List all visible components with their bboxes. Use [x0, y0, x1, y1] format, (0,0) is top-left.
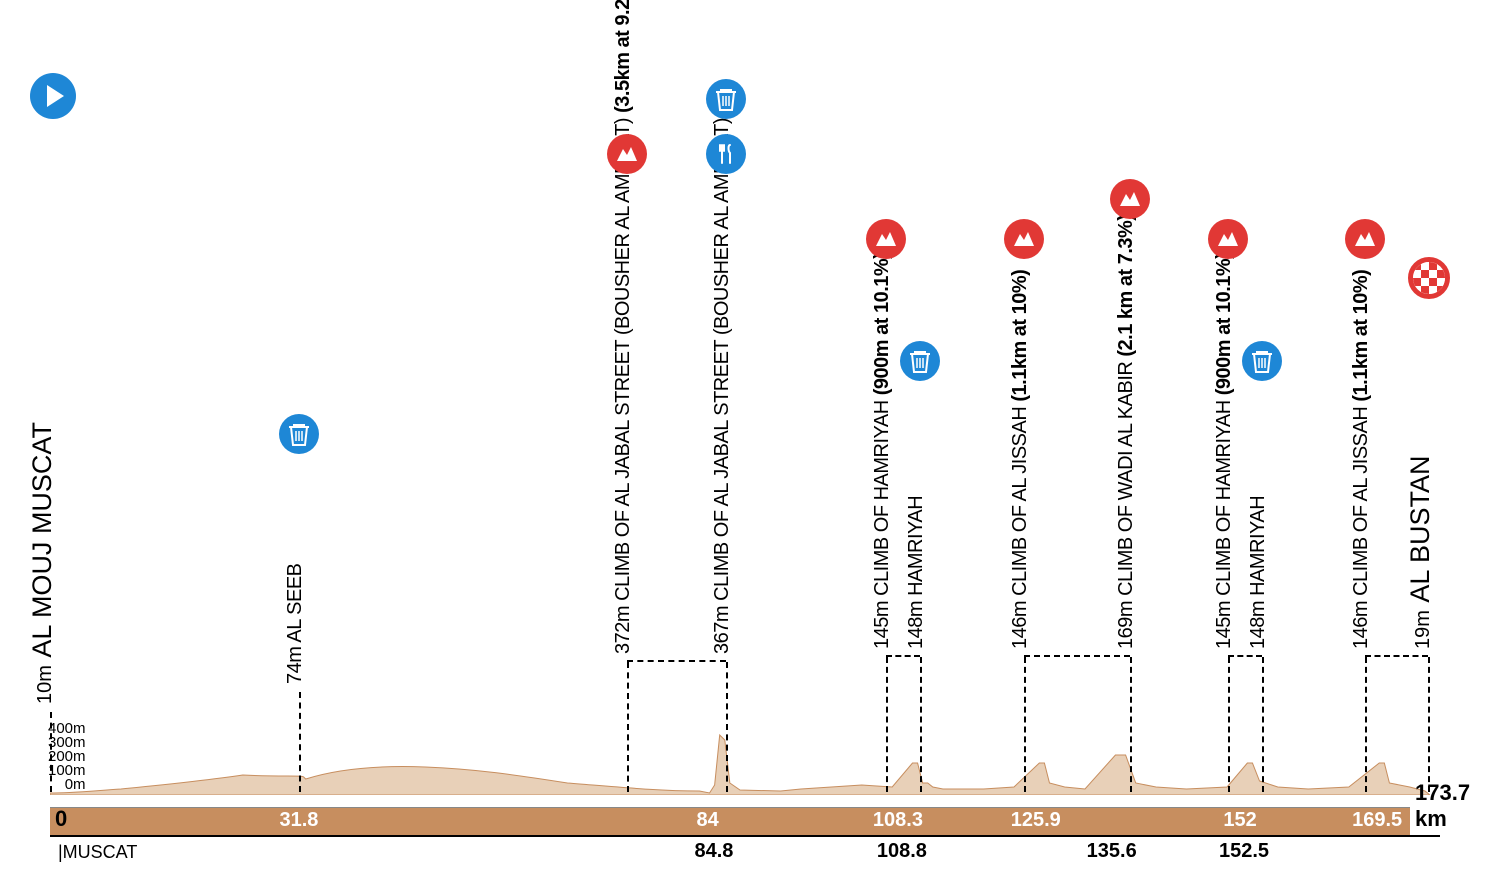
stage-profile-chart: 400m 300m 200m 100m 0m 10m AL MOUJ MUSCA…: [50, 10, 1430, 870]
leader-line: [920, 657, 922, 792]
km-marker: 108.8: [877, 840, 927, 863]
km-marker: 169.5: [1352, 809, 1402, 832]
leader-line: [1024, 657, 1026, 792]
km-marker: 135.6: [1087, 840, 1137, 863]
muscat-label: |MUSCAT: [58, 842, 137, 863]
leader-connector: [627, 660, 726, 662]
elevation-profile: [50, 715, 1430, 795]
leader-connector: [1365, 655, 1428, 657]
km-marker: 152.5: [1219, 840, 1269, 863]
poi-label-jissah2: 146m CLIMB OF AL JISSAH (1.1km at 10%): [1350, 270, 1373, 649]
km-total: 173.7 km: [1415, 780, 1488, 832]
distance-bar: [50, 807, 1410, 835]
leader-line: [1228, 657, 1230, 792]
km-marker: 125.9: [1011, 809, 1061, 832]
km-marker: 152: [1223, 809, 1256, 832]
waste-icon: [279, 414, 319, 454]
poi-label-hamriyah2: 145m CLIMB OF HAMRIYAH (900m at 10.1%): [1213, 253, 1236, 649]
mountain-icon: [866, 219, 906, 259]
leader-line: [726, 662, 728, 792]
x-axis: [50, 835, 1440, 837]
leader-line: [1130, 657, 1132, 792]
waste-icon: [900, 341, 940, 381]
leader-connector: [1024, 655, 1130, 657]
leader-line: [299, 692, 301, 792]
mountain-icon: [1004, 219, 1044, 259]
leader-line: [1365, 657, 1367, 792]
finish-icon: [1408, 257, 1450, 299]
poi-label-seeb: 74m AL SEEB: [284, 564, 307, 685]
km-marker: 84.8: [694, 840, 733, 863]
mountain-icon: [1110, 179, 1150, 219]
poi-label-start: 10m AL MOUJ MUSCAT: [27, 422, 58, 704]
mountain-icon: [1345, 219, 1385, 259]
km-marker: 108.3: [873, 809, 923, 832]
leader-line: [627, 662, 629, 792]
waste-icon: [1242, 341, 1282, 381]
poi-label-finish: 19m AL BUSTAN: [1405, 456, 1436, 649]
leader-connector: [1228, 655, 1262, 657]
poi-label-climb1: 372m CLIMB OF AL JABAL STREET (BOUSHER A…: [612, 0, 635, 654]
leader-line: [886, 657, 888, 792]
poi-label-jissah1: 146m CLIMB OF AL JISSAH (1.1km at 10%): [1009, 270, 1032, 649]
poi-label-wadi: 169m CLIMB OF WADI AL KABIR (2.1 km at 7…: [1115, 215, 1138, 649]
waste-icon: [706, 79, 746, 119]
leader-line: [1428, 657, 1430, 792]
poi-label-hamriyah1b: 148m HAMRIYAH: [905, 496, 928, 649]
mountain-icon: [1208, 219, 1248, 259]
feed-icon: [706, 134, 746, 174]
poi-label-climb1b: 367m CLIMB OF AL JABAL STREET (BOUSHER A…: [711, 118, 734, 654]
leader-line: [1262, 657, 1264, 792]
poi-label-hamriyah1: 145m CLIMB OF HAMRIYAH (900m at 10.1%): [871, 253, 894, 649]
km-marker: 84: [697, 809, 719, 832]
leader-line: [50, 712, 52, 792]
poi-label-hamriyah2b: 148m HAMRIYAH: [1247, 496, 1270, 649]
km-zero: 0: [55, 806, 67, 832]
start-icon: [30, 73, 76, 124]
km-marker: 31.8: [280, 809, 319, 832]
leader-connector: [886, 655, 920, 657]
mountain-icon: [607, 134, 647, 174]
